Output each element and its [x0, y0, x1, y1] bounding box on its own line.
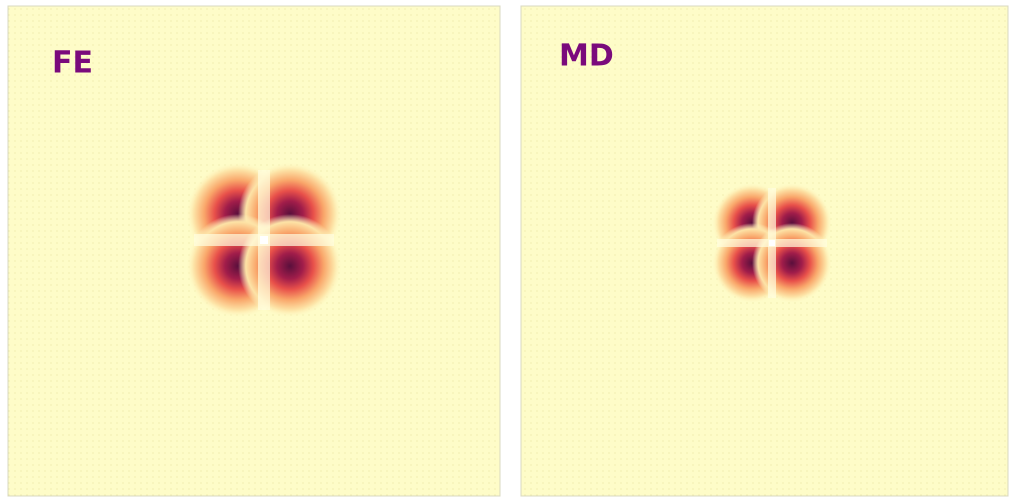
pattern: [712, 183, 832, 303]
panel: FE: [7, 5, 501, 497]
panel-label: MD: [559, 39, 614, 74]
panel: MD: [520, 5, 1009, 497]
panel-label: FE: [52, 46, 93, 81]
pattern: [186, 162, 342, 318]
